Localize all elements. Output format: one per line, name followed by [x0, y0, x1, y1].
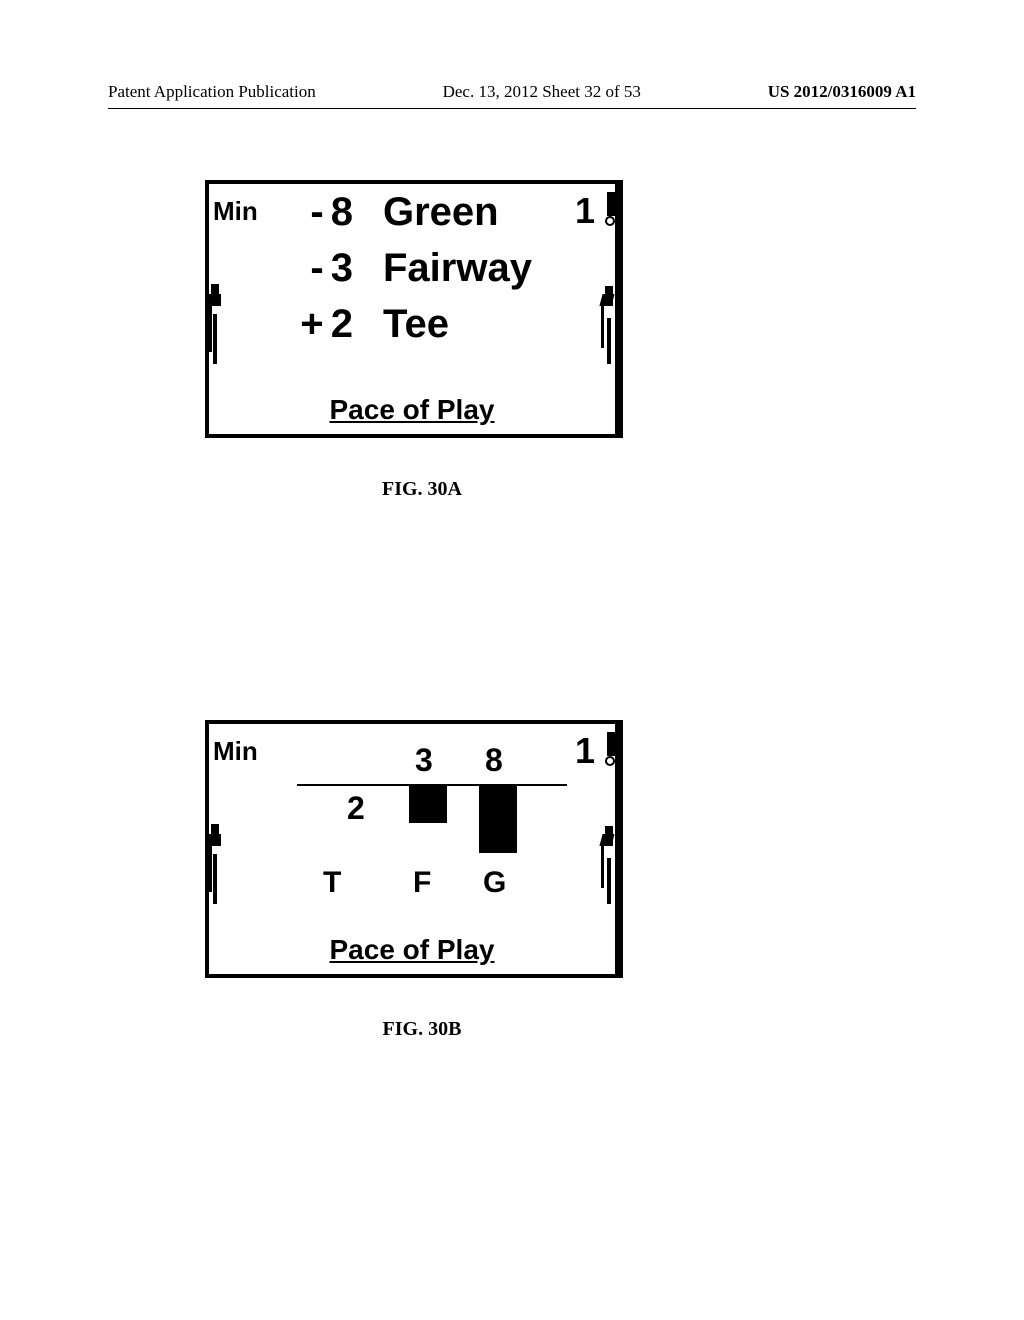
figB-value-fairway: 3: [415, 742, 433, 779]
figB-letter-tee: T: [323, 866, 341, 900]
figA-green-value: - 8: [281, 190, 351, 235]
figB-value-tee: 2: [347, 790, 365, 827]
header-left: Patent Application Publication: [108, 82, 316, 102]
figB-hole-number: 1: [575, 730, 595, 772]
figB-left-gauge-icon: [209, 834, 223, 974]
figB-min-label: Min: [213, 736, 258, 767]
header-rule: [108, 108, 916, 109]
figA-tee-value: + 2: [281, 302, 351, 347]
figA-tee-label: Tee: [383, 302, 449, 347]
figA-fairway-value: - 3: [281, 246, 351, 291]
figure-30a-frame: Min 1 - 8 Green - 3 Fairway + 2 Tee Pace…: [205, 180, 623, 438]
figA-green-label: Green: [383, 190, 499, 235]
figA-row-green: - 8 Green: [281, 190, 499, 235]
page-header: Patent Application Publication Dec. 13, …: [0, 82, 1024, 102]
header-mid: Dec. 13, 2012 Sheet 32 of 53: [443, 82, 641, 102]
figure-30b-frame: Min 1 3 8 2 T F G Pace of Play: [205, 720, 623, 978]
figA-min-label: Min: [213, 196, 258, 227]
figB-letter-green: G: [483, 866, 506, 900]
figA-left-gauge-icon: [209, 294, 223, 434]
figure-30a-caption: FIG. 30A: [0, 478, 934, 501]
figB-letter-fairway: F: [413, 866, 431, 900]
figA-row-tee: + 2 Tee: [281, 302, 449, 347]
figA-fairway-label: Fairway: [383, 246, 532, 291]
figA-right-gauge-icon: [601, 294, 615, 434]
figure-30b-caption: FIG. 30B: [0, 1018, 934, 1041]
figB-value-green: 8: [485, 742, 503, 779]
figB-bar-chart: 3 8 2 T F G: [297, 734, 567, 894]
figA-hole-number: 1: [575, 190, 595, 232]
figA-row-fairway: - 3 Fairway: [281, 246, 532, 291]
header-right: US 2012/0316009 A1: [768, 82, 916, 102]
figA-footer: Pace of Play: [209, 394, 615, 426]
figB-footer: Pace of Play: [209, 934, 615, 966]
figB-right-gauge-icon: [601, 834, 615, 974]
figB-bar-green: [479, 785, 517, 853]
figB-bar-fairway: [409, 785, 447, 823]
